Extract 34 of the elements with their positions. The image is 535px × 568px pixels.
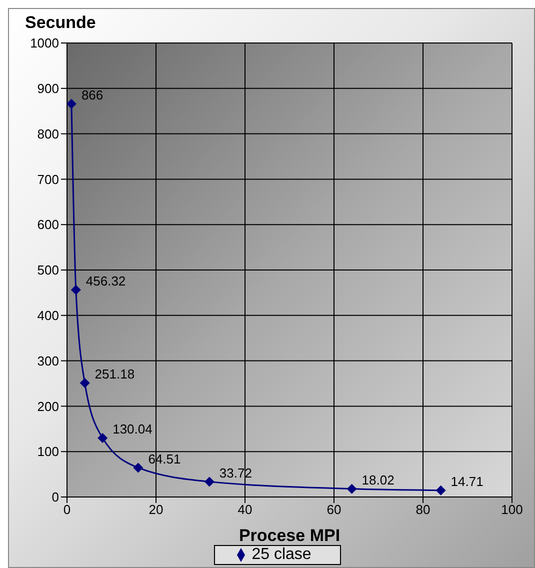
point <box>133 462 144 473</box>
data-label: 14.71 <box>450 474 484 489</box>
y-tick-label: 900 <box>37 81 59 96</box>
data-label: 456.32 <box>86 273 126 288</box>
y-tick-label: 400 <box>37 308 59 324</box>
x-tick-label: 80 <box>416 502 430 518</box>
x-tick-label: 20 <box>148 502 164 518</box>
x-tick-label: 100 <box>501 502 523 518</box>
x-tick-label: 40 <box>238 502 252 518</box>
point <box>67 98 76 109</box>
x-axis-title: Procese MPI <box>238 526 340 545</box>
x-tick-label: 60 <box>326 502 342 518</box>
data-label: 866 <box>81 87 104 102</box>
point <box>346 484 357 494</box>
y-tick-label: 300 <box>37 353 59 368</box>
y-tick-label: 200 <box>37 398 59 414</box>
point <box>436 485 446 496</box>
y-tick-label: 700 <box>37 172 59 187</box>
point <box>80 378 90 388</box>
y-tick-label: 1000 <box>30 36 59 51</box>
point <box>204 476 214 487</box>
legend-label: 25 clase <box>252 546 312 563</box>
data-label: 251.18 <box>94 366 135 382</box>
y-tick-label: 600 <box>37 217 59 232</box>
point <box>98 432 108 443</box>
point <box>70 284 81 295</box>
y-tick-label: 0 <box>52 490 59 505</box>
y-tick-label: 500 <box>37 262 59 278</box>
y-tick-label: 100 <box>37 444 59 460</box>
x-tick-label: 0 <box>63 502 71 518</box>
y-tick-label: 800 <box>37 126 59 142</box>
y-axis-title: Secunde <box>25 13 96 33</box>
data-label: 130.04 <box>112 422 152 437</box>
data-label: 18.02 <box>362 472 394 488</box>
